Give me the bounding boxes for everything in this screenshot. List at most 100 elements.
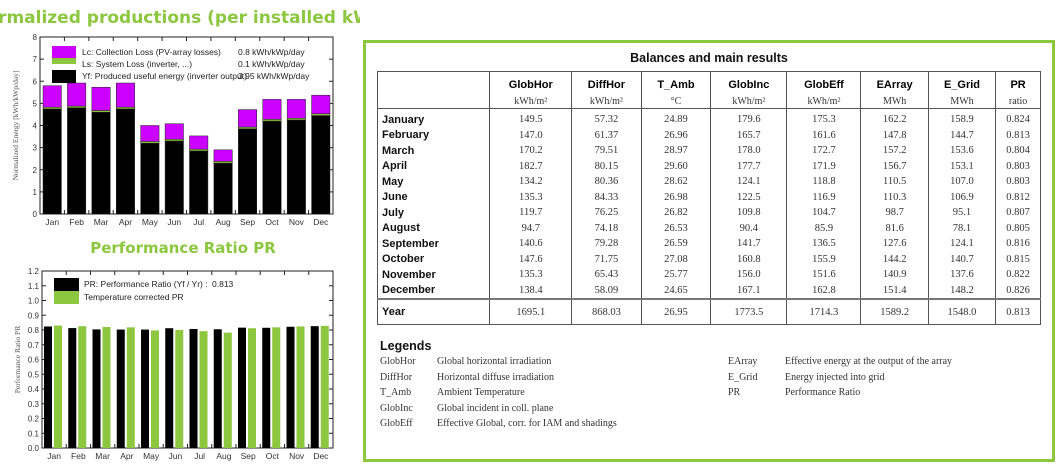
table-cell: 29.60 [640,158,712,174]
table-cell: 0.815 [995,251,1041,267]
y-tick-label: 8 [33,33,38,42]
table-cell: 177.7 [710,158,788,174]
x-tick-label: Feb [69,217,84,227]
row-label: May [376,174,491,190]
table-cell: 76.25 [571,205,642,221]
table-cell: 81.6 [860,220,929,236]
table-cell: 1695.1 [489,298,573,325]
table-cell: 868.03 [571,298,642,325]
table-row: May 134.2 80.36 28.62 124.1 118.8 110.5 107.0 0.… [376,174,1041,190]
x-tick-label: Oct [265,217,279,227]
bar-useful-energy [116,108,135,215]
table-cell: 147.8 [860,127,929,143]
table-cell: 151.6 [786,267,862,283]
legend-value: 0.813 [212,279,234,289]
table-cell: 124.1 [927,236,997,252]
legend-description: Global incident in coll. plane [437,402,554,414]
table-cell: 182.7 [489,158,573,174]
column-unit: MWh [927,94,997,109]
legend-value: 0.8 kWh/kWp/day [238,47,305,57]
row-label: Year [376,298,491,325]
y-tick-label: 0.1 [28,429,40,438]
bar-useful-energy [311,115,331,215]
legend-key: PR [728,387,741,398]
table-cell: 28.62 [640,174,712,190]
y-tick-label: 6 [33,77,38,86]
table-cell: 1548.0 [927,298,997,325]
x-tick-label: Jun [169,451,183,461]
bar-temp-corrected-pr [199,331,208,448]
x-tick-label: Mar [95,451,110,461]
normalized-production-chart: 0 1 2 3 4 5 6 7 8 Jan Feb Mar Apr May Jun Jul Aug Sep Oct N… [11,33,334,227]
table-header-row: GlobHor DiffHor T_Amb GlobInc GlobEff EArray E… [376,71,1041,94]
table-cell: 74.18 [571,220,642,236]
table-row: July 119.7 76.25 26.82 109.8 104.7 98.7 95.1 0.8… [376,205,1041,221]
row-label: April [376,158,491,174]
charts-area: Normalized productions (per installed kW… [0,8,360,461]
bar-collection-loss [91,86,111,111]
table-cell: 90.4 [710,220,788,236]
bar-pr [68,328,77,448]
table-cell: 1773.5 [710,298,788,325]
table-units-row: kWh/m² kWh/m² °C kWh/m² kWh/m² MWh MWh ratio [376,94,1041,109]
row-label: March [376,143,491,159]
table-cell: 144.7 [927,127,997,143]
x-tick-label: Oct [266,451,280,461]
legend-key: DiffHor [380,371,413,383]
x-tick-label: Jun [167,217,181,227]
bar-temp-corrected-pr [248,328,257,448]
column-unit: MWh [860,94,929,109]
table-cell: 0.803 [995,174,1041,190]
table-cell: 171.9 [786,158,862,174]
table-title: Balances and main results [630,51,788,65]
bar-pr [165,328,174,448]
legend-swatch [52,70,76,83]
table-cell: 110.3 [860,189,929,205]
row-label: November [376,267,491,283]
bar-collection-loss [164,123,184,140]
table-cell: 80.36 [571,174,642,190]
table-row: December 138.4 58.09 24.65 167.1 162.8 151.4 14… [376,282,1041,299]
legend-swatch [52,58,76,64]
table-cell: 141.7 [710,236,788,252]
bar-system-loss [213,161,233,164]
x-tick-label: May [142,217,159,227]
bar-pr [310,326,319,448]
table-cell: 156.7 [860,158,929,174]
table-cell: 155.9 [786,251,862,267]
row-label: December [376,282,491,299]
column-header: PR [995,71,1041,94]
y-tick-label: 3 [33,144,38,153]
y-tick-label: 0.6 [28,356,40,365]
bar-collection-loss [116,82,135,108]
legend-swatch [54,278,79,291]
table-cell: 172.7 [786,143,862,159]
table-cell: 71.75 [571,251,642,267]
bar-useful-energy [286,119,306,215]
column-unit: °C [640,94,712,109]
legend-key: EArray [728,356,758,367]
table-cell: 0.822 [995,267,1041,283]
legend-value: 0.1 kWh/kWp/day [238,59,305,69]
x-tick-label: Aug [216,217,231,227]
table-cell: 27.08 [640,251,712,267]
legend-description: Ambient Temperature [437,387,525,398]
bar-useful-energy [91,111,111,215]
bar-pr [213,329,222,448]
table-cell: 148.2 [927,282,997,299]
y-tick-label: 0.0 [28,444,40,453]
column-header: E_Grid [927,71,997,94]
table-cell: 135.3 [489,189,573,205]
table-row: August 94.7 74.18 26.53 90.4 85.9 81.6 78.1 0.80… [376,220,1041,236]
bar-collection-loss [311,94,331,115]
column-unit: kWh/m² [710,94,788,109]
bar-system-loss [311,113,331,116]
table-cell: 167.1 [710,282,788,299]
bar-temp-corrected-pr [223,332,232,448]
legend-label: PR: Performance Ratio (Yf / Yr) : [84,279,208,289]
bar-system-loss [238,126,257,130]
row-label: October [376,251,491,267]
y-axis-label: Normalized Energy [kWh/kWp/day] [11,71,20,181]
table-cell: 162.8 [786,282,862,299]
table-cell: 135.3 [489,267,573,283]
